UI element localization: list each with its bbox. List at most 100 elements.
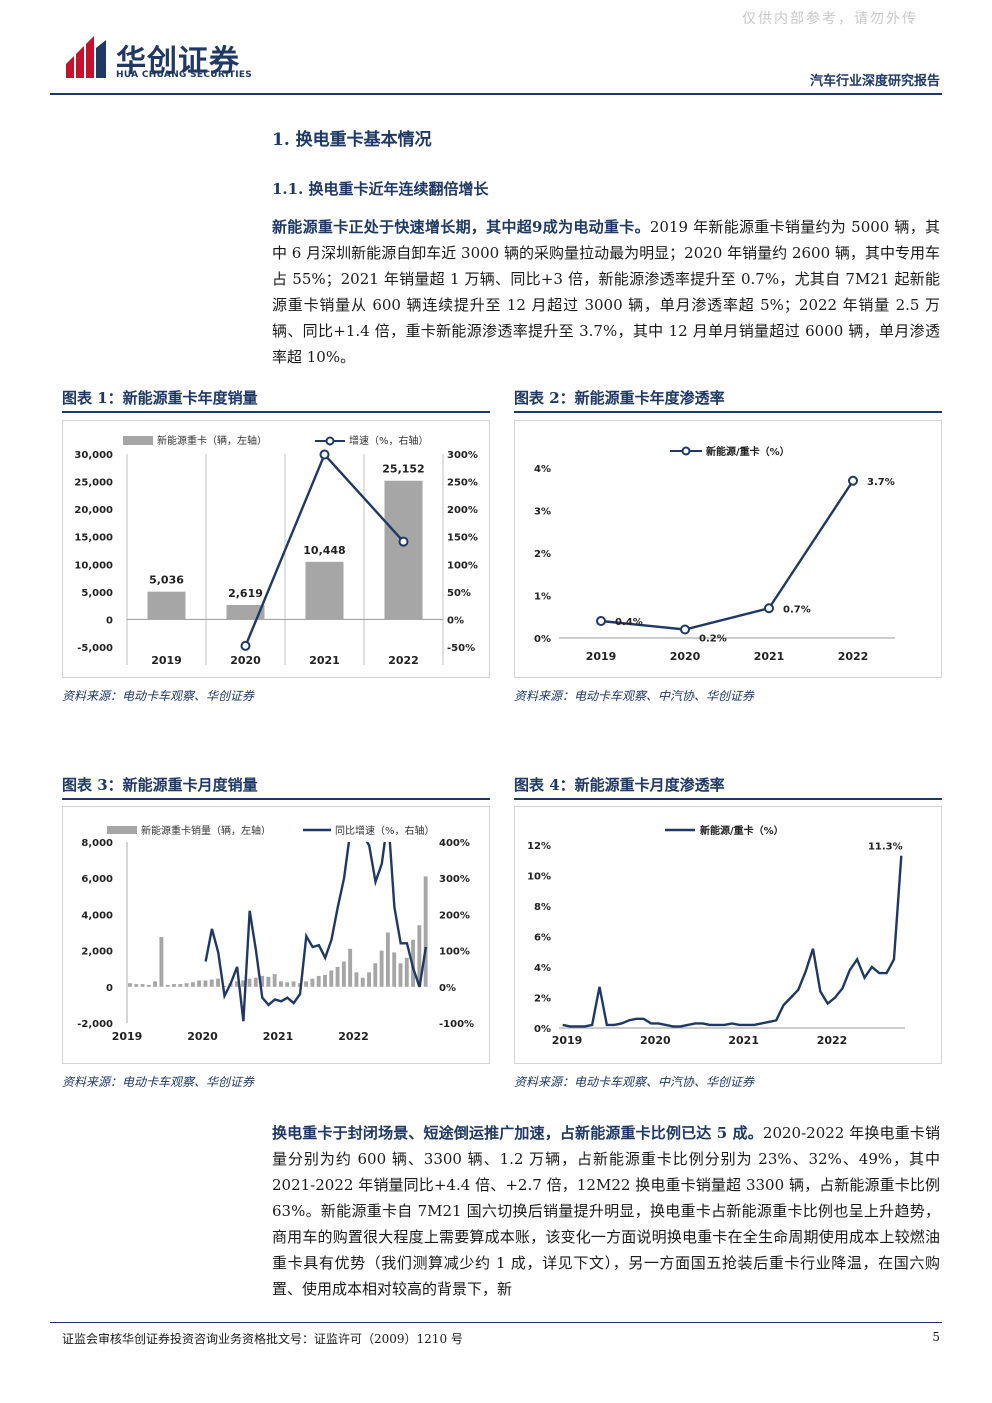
fig3-source: 资料来源：电动卡车观察、华创证券	[62, 1075, 255, 1089]
x-tick-label: 2020	[187, 1030, 218, 1043]
growth-point	[319, 449, 330, 460]
monthly-bar	[279, 981, 283, 987]
y-left-tick-label: 30,000	[74, 450, 113, 461]
y-right-tick-label: 200%	[447, 505, 478, 516]
monthly-bar	[323, 975, 327, 987]
y-left-tick-label: 20,000	[74, 505, 113, 516]
fig1-title: 图表 1：新能源重卡年度销量	[62, 389, 258, 407]
logo-text-cn: 华创证券	[116, 44, 240, 79]
legend-marker-line	[681, 446, 691, 456]
y-left-tick-label: 15,000	[74, 533, 113, 544]
monthly-bar	[379, 950, 384, 987]
y-left-tick-label: 2,000	[81, 947, 113, 958]
y-tick-label: 10%	[527, 872, 551, 883]
monthly-bar	[153, 981, 158, 987]
x-tick-label: 2022	[388, 654, 419, 667]
section-heading: 1. 换电重卡基本情况	[272, 130, 432, 150]
subsection-heading: 1.1. 换电重卡近年连续翻倍增长	[272, 180, 489, 198]
bar-data-label: 2,619	[228, 587, 263, 600]
paragraph-2: 换电重卡于封闭场景、短途倒运推广加速，占新能源重卡比例已达 5 成。2020-2…	[272, 1120, 940, 1302]
y-right-tick-label: 100%	[439, 947, 470, 958]
y-left-tick-label: 8,000	[81, 838, 113, 849]
monthly-bar	[316, 975, 321, 987]
monthly-bar	[398, 963, 403, 987]
paragraph-2-lead: 换电重卡于封闭场景、短途倒运推广加速，占新能源重卡比例已达 5 成。	[272, 1124, 763, 1142]
monthly-bar	[190, 982, 195, 987]
y-left-tick-label: 0	[106, 615, 113, 626]
monthly-bar	[197, 980, 202, 987]
monthly-bar	[348, 948, 353, 987]
bar-2022	[384, 480, 423, 620]
monthly-bar	[367, 972, 371, 987]
fig3-title-rule	[62, 798, 490, 800]
monthly-bar	[159, 937, 164, 987]
monthly-bar	[354, 972, 359, 987]
fig3-chart-svg: 新能源重卡销量（辆，左轴） 同比增速（%，右轴） 8,000 6,000 4,000 2,…	[77, 824, 474, 1043]
y-right-tick-label: 100%	[447, 560, 478, 571]
monthly-bar	[360, 977, 365, 987]
y-tick-label: 2%	[534, 549, 551, 560]
monthly-bar	[146, 984, 151, 987]
y-left-tick-label: 10,000	[74, 560, 113, 571]
monthly-bar	[404, 957, 409, 987]
y-right-tick-label: 0%	[447, 615, 464, 626]
legend-label-line: 同比增速（%，右轴）	[335, 824, 435, 837]
monthly-bar	[392, 952, 397, 987]
data-label: 0.2%	[699, 634, 727, 645]
bar-2019	[147, 591, 186, 620]
y-right-tick-label: 400%	[439, 838, 470, 849]
bar-data-label: 10,448	[303, 544, 345, 557]
y-tick-label: 8%	[534, 902, 551, 913]
fig4-title-rule	[514, 798, 942, 800]
legend-swatch-bar	[107, 826, 137, 834]
y-right-tick-label: -100%	[439, 1019, 474, 1030]
fig4-source: 资料来源：电动卡车观察、中汽协、华创证券	[514, 1075, 755, 1089]
penetration-line	[600, 480, 855, 631]
y-right-tick-label: -50%	[447, 643, 475, 654]
x-tick-label: 2019	[151, 654, 182, 667]
monthly-bar	[335, 966, 340, 987]
monthly-bar	[253, 977, 258, 987]
y-left-tick-label: 6,000	[81, 874, 113, 885]
y-left-tick-label: 4,000	[81, 910, 113, 921]
legend-label-line: 增速（%，右轴）	[349, 434, 429, 447]
fig3-title: 图表 3：新能源重卡月度销量	[62, 776, 258, 794]
penetration-point	[764, 603, 774, 614]
fig4-chart: 新能源/重卡（%） 12% 10% 8% 6% 4% 2% 0% 2019 2020 2021 202…	[514, 806, 942, 1064]
peak-data-label: 11.3%	[868, 842, 903, 853]
report-type: 汽车行业深度研究报告	[809, 74, 940, 89]
fig1-chart-svg: 新能源重卡（辆，左轴） 增速（%，右轴） 30,000 25,000 20,000 15,…	[74, 434, 478, 667]
y-right-tick-label: 200%	[439, 910, 470, 921]
footer-divider	[50, 1322, 942, 1323]
data-label: 3.7%	[867, 477, 895, 488]
legend-label: 新能源/重卡（%）	[700, 824, 784, 837]
y-tick-label: 12%	[527, 841, 551, 852]
x-tick-label: 2022	[338, 1030, 369, 1043]
fig2-chart-svg: 新能源/重卡（%） 4% 3% 2% 1% 0% 0.4% 2019 0.2% 2020 0.7% 2…	[534, 445, 895, 663]
x-tick-label: 2019	[586, 650, 617, 663]
monthly-bar	[341, 961, 346, 987]
legend-label-bar: 新能源重卡销量（辆，左轴）	[141, 824, 271, 837]
y-left-tick-label: 25,000	[74, 478, 113, 489]
x-tick-label: 2022	[817, 1034, 848, 1047]
monthly-bar	[310, 978, 315, 987]
legend-label-bar: 新能源重卡（辆，左轴）	[157, 434, 267, 447]
y-tick-label: 3%	[534, 507, 551, 518]
y-left-tick-label: -2,000	[77, 1019, 113, 1030]
monthly-bar	[203, 980, 208, 987]
y-tick-label: 2%	[534, 994, 551, 1005]
y-right-tick-label: 300%	[439, 874, 470, 885]
x-tick-label: 2021	[754, 650, 785, 663]
monthly-penetration-line	[562, 855, 903, 1028]
fig1-title-rule	[62, 411, 490, 413]
header-divider	[50, 93, 942, 95]
monthly-bar	[417, 925, 422, 987]
monthly-bar	[241, 980, 246, 987]
y-tick-label: 6%	[534, 933, 551, 944]
y-right-tick-label: 150%	[447, 533, 478, 544]
legend-swatch-bar	[123, 436, 153, 445]
growth-point	[240, 640, 251, 651]
monthly-bar	[172, 984, 176, 987]
monthly-bar	[285, 982, 290, 987]
growth-point	[398, 536, 409, 547]
